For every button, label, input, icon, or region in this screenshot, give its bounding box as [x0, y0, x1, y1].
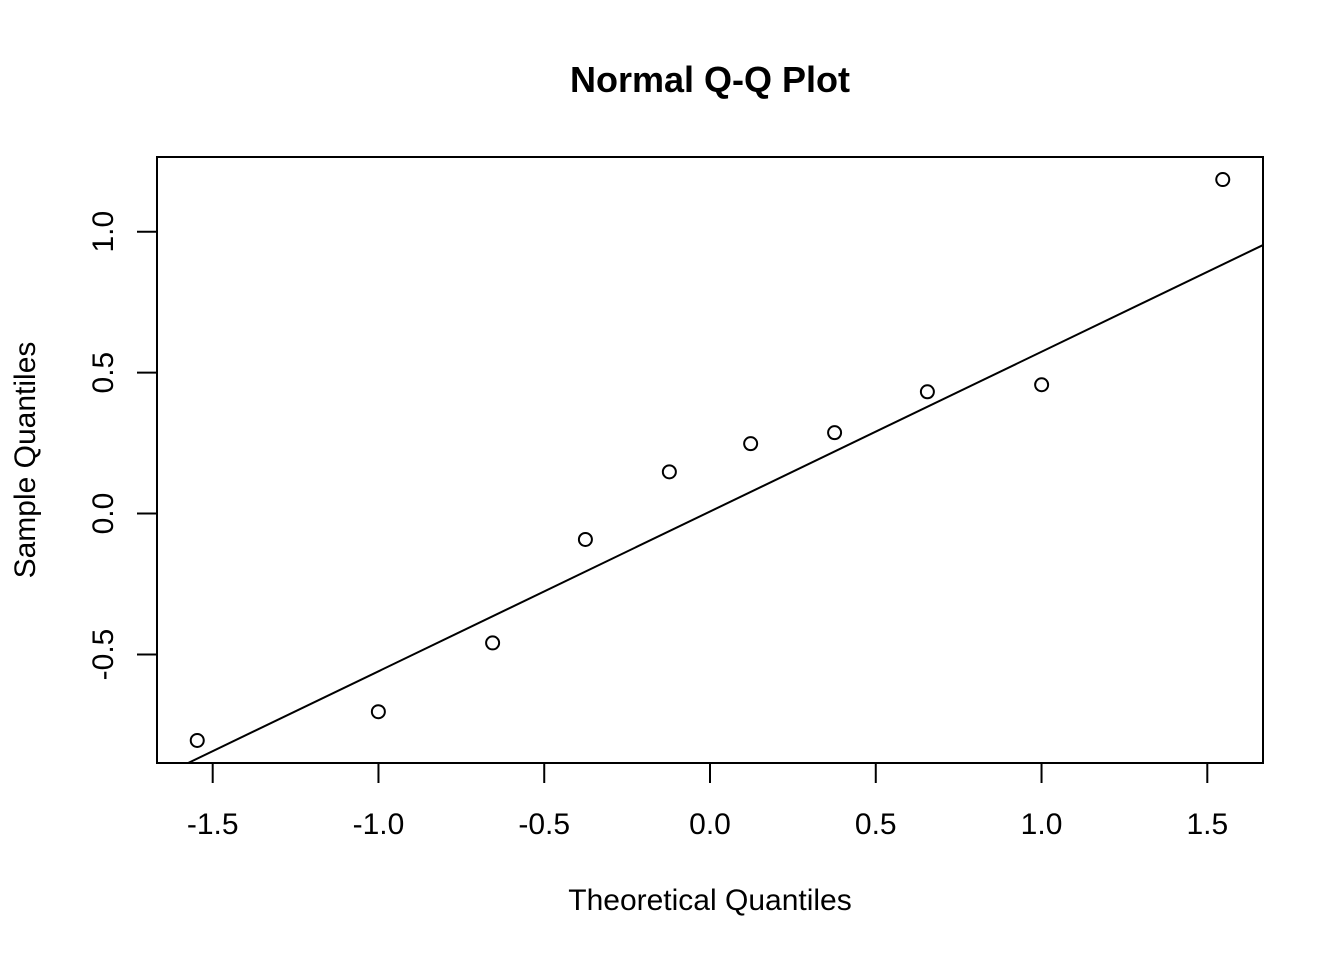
y-tick-label: 0.5: [87, 352, 120, 394]
x-tick-label: -1.5: [187, 808, 239, 841]
data-point: [661, 464, 677, 480]
x-tick-label: -1.0: [353, 808, 405, 841]
plot-frame: [156, 156, 1264, 764]
data-point: [743, 436, 759, 452]
y-axis: -0.5 0.0 0.5 1.0: [87, 211, 158, 681]
data-point: [485, 635, 501, 651]
points-group: [189, 172, 1231, 748]
x-tick-label: 1.0: [1021, 808, 1063, 841]
data-point: [1034, 377, 1050, 393]
reference-line-group: [187, 244, 1264, 764]
y-tick-label: 1.0: [87, 211, 120, 253]
data-point: [577, 531, 593, 547]
data-point: [919, 384, 935, 400]
data-point: [1215, 172, 1231, 188]
y-axis-label: Sample Quantiles: [9, 342, 42, 579]
data-point: [370, 704, 386, 720]
x-tick-label: -0.5: [518, 808, 570, 841]
x-axis-label: Theoretical Quantiles: [568, 884, 851, 917]
x-axis: -1.5 -1.0 -0.5 0.0 0.5 1.0 1.5: [187, 762, 1228, 841]
x-tick-label: 0.0: [689, 808, 731, 841]
chart-title: Normal Q-Q Plot: [570, 59, 850, 100]
data-point: [189, 732, 205, 748]
y-tick-label: -0.5: [87, 629, 120, 681]
x-tick-label: 0.5: [855, 808, 897, 841]
reference-line: [187, 244, 1264, 764]
x-tick-label: 1.5: [1186, 808, 1228, 841]
y-tick-label: 0.0: [87, 493, 120, 535]
data-point: [827, 425, 843, 441]
